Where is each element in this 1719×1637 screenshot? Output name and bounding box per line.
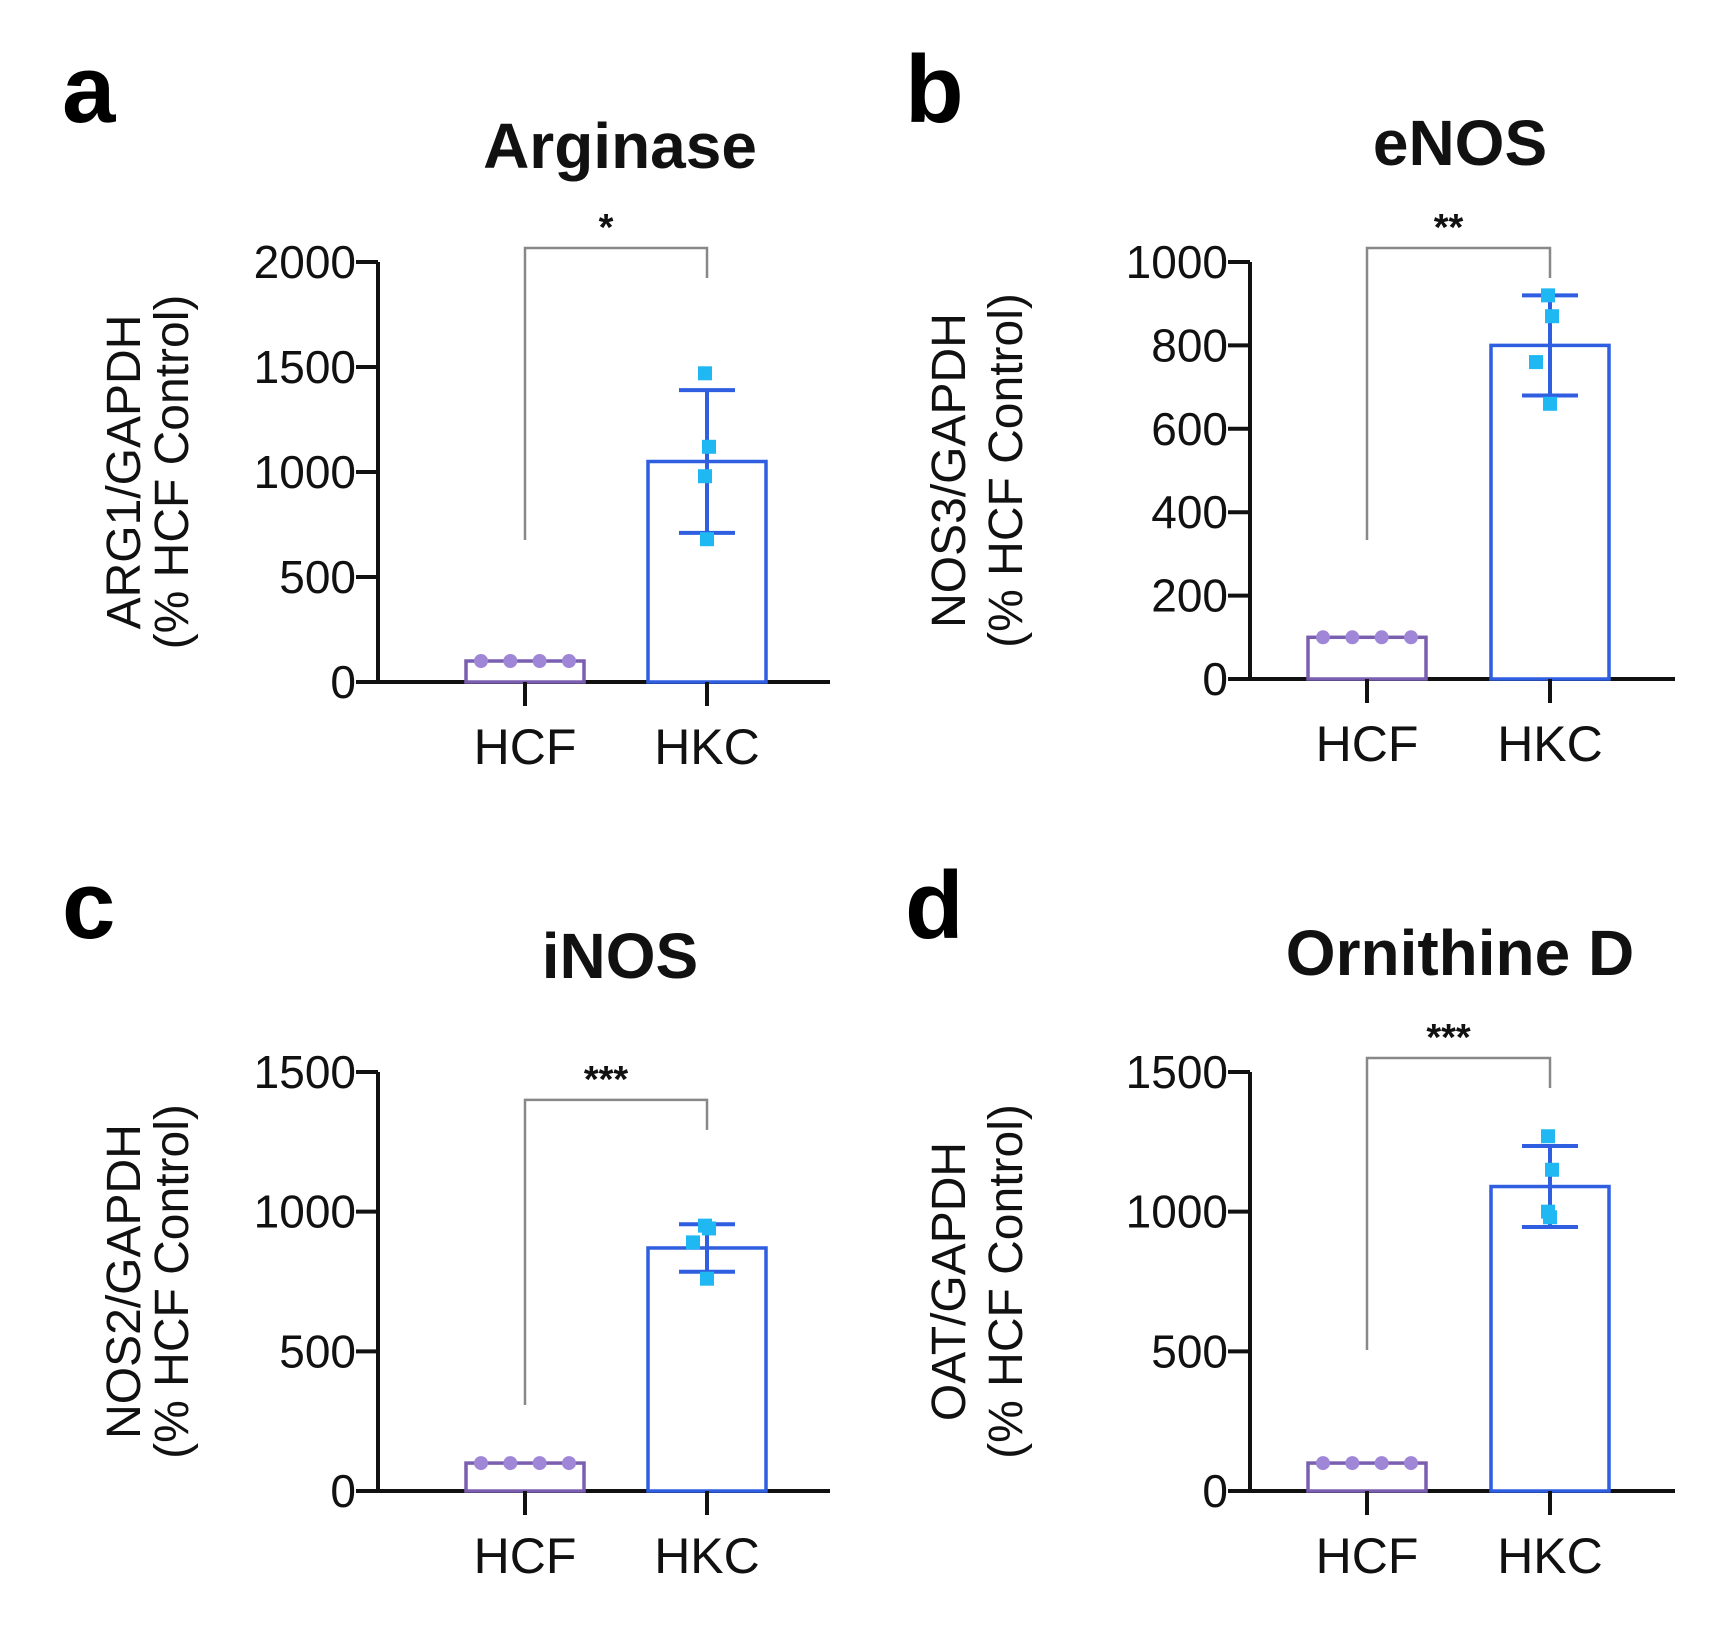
y-axis-label: NOS3/GAPDH <box>923 313 976 628</box>
y-axis-label-unit: (% HCF Control) <box>146 295 199 650</box>
significance-bracket <box>523 1098 709 1405</box>
data-point-hkc <box>1541 288 1555 303</box>
y-tick-label: 600 <box>1151 403 1228 455</box>
y-tick-label: 1000 <box>1126 1186 1228 1238</box>
data-point-hcf <box>562 654 576 668</box>
data-point-hcf <box>562 1456 576 1471</box>
data-point-hcf <box>1345 630 1360 645</box>
category-label-hcf: HCF <box>1316 716 1419 772</box>
data-point-hkc <box>1543 396 1557 411</box>
y-tick-label: 0 <box>330 656 356 708</box>
data-point-hkc <box>686 1235 700 1250</box>
y-tick-label: 1500 <box>254 1046 356 1098</box>
category-label-hcf: HCF <box>474 719 577 775</box>
panel-letter: c <box>62 852 115 959</box>
chart-title: Ornithine D <box>1286 917 1634 989</box>
data-point-hkc <box>702 1221 716 1236</box>
data-point-hcf <box>1374 1456 1389 1471</box>
bar-hkc <box>646 1246 768 1493</box>
y-tick-label: 800 <box>1151 319 1228 371</box>
y-tick-label: 500 <box>279 1325 356 1377</box>
data-point-hcf <box>474 654 488 668</box>
y-axis-label-unit: (% HCF Control) <box>146 1104 199 1459</box>
y-tick-label: 0 <box>330 1465 356 1517</box>
data-point-hkc <box>700 532 714 547</box>
y-tick-label: 1000 <box>254 446 356 498</box>
panel-b: b eNOS NOS3/GAPDH (% HCF Control) 0 200 400 600… <box>905 36 1675 772</box>
data-point-hcf <box>503 654 518 668</box>
y-tick-label: 500 <box>279 551 356 603</box>
significance-bracket <box>1365 1056 1552 1350</box>
bar-hkc <box>1489 1184 1611 1493</box>
chart-title: Arginase <box>483 110 757 182</box>
data-point-hkc <box>702 439 716 454</box>
category-label-hcf: HCF <box>1316 1528 1419 1584</box>
data-point-hcf <box>532 1456 547 1471</box>
data-point-hkc <box>1541 1129 1555 1144</box>
chart-title: eNOS <box>1373 107 1547 179</box>
panel-a: a Arginase ARG1/GAPDH(% HCF Control) 0 500 10… <box>62 36 830 775</box>
y-tick-label: 0 <box>1202 1465 1228 1517</box>
data-point-hkc <box>698 469 712 484</box>
y-tick-label: 400 <box>1151 486 1228 538</box>
data-point-hkc <box>1529 355 1543 370</box>
y-tick-label: 0 <box>1202 653 1228 705</box>
data-point-hkc <box>1543 1210 1557 1225</box>
panel-d: d Ornithine D OAT/GAPDH (% HCF Control) 0 500… <box>905 852 1675 1584</box>
panel-c: c iNOS NOS2/GAPDH(% HCF Control) 0 500 1000 15… <box>62 852 830 1584</box>
significance-label: ** <box>1434 207 1464 249</box>
panel-letter: a <box>62 36 116 143</box>
category-label-hkc: HKC <box>1497 1528 1603 1584</box>
y-tick-label: 500 <box>1151 1325 1228 1377</box>
data-point-hcf <box>474 1456 488 1471</box>
data-point-hcf <box>1374 630 1389 645</box>
y-axis-label: NOS2/GAPDH <box>98 1124 151 1439</box>
data-point-hcf <box>1404 630 1418 645</box>
data-point-hkc <box>700 1271 714 1286</box>
significance-bracket <box>1365 246 1552 540</box>
significance-label: *** <box>1426 1017 1471 1059</box>
category-label-hcf: HCF <box>474 1528 577 1584</box>
data-point-hcf <box>1316 1456 1330 1471</box>
y-tick-label: 200 <box>1151 570 1228 622</box>
chart-title: iNOS <box>542 920 698 992</box>
y-tick-label: 2000 <box>254 236 356 288</box>
y-axis-label-unit: (% HCF Control) <box>980 293 1033 648</box>
panel-letter: d <box>905 852 964 959</box>
significance-label: * <box>599 207 614 249</box>
data-point-hcf <box>1404 1456 1418 1471</box>
y-axis-label: ARG1/GAPDH <box>98 315 151 630</box>
data-point-hcf <box>503 1456 518 1471</box>
category-label-hkc: HKC <box>654 1528 760 1584</box>
data-point-hkc <box>1545 309 1559 324</box>
significance-label: *** <box>584 1059 629 1101</box>
panel-letter: b <box>905 36 964 143</box>
y-tick-label: 1000 <box>254 1186 356 1238</box>
category-label-hkc: HKC <box>654 719 760 775</box>
y-tick-label: 1500 <box>1126 1046 1228 1098</box>
y-tick-label: 1000 <box>1126 236 1228 288</box>
y-axis-label: OAT/GAPDH <box>923 1142 976 1421</box>
data-point-hkc <box>1545 1162 1559 1177</box>
y-axis-label-unit: (% HCF Control) <box>980 1104 1033 1459</box>
y-tick-label: 1500 <box>254 341 356 393</box>
data-point-hcf <box>1316 630 1330 645</box>
data-point-hcf <box>532 654 547 668</box>
data-point-hcf <box>1345 1456 1360 1471</box>
category-label-hkc: HKC <box>1497 716 1603 772</box>
data-point-hkc <box>698 366 712 381</box>
significance-bracket <box>523 246 709 540</box>
